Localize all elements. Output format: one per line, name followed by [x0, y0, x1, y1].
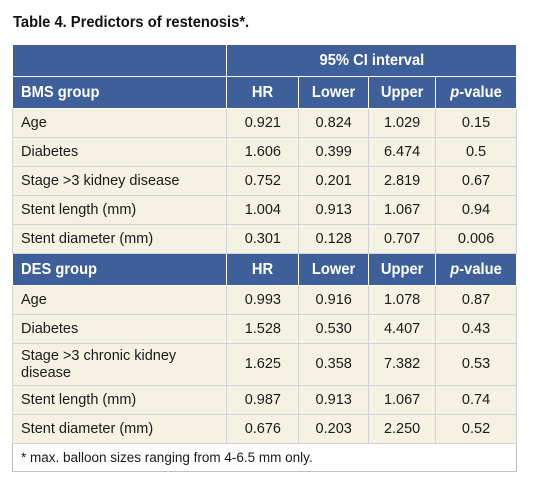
col-header-lower: Lower — [298, 253, 370, 286]
cell-hr: 0.301 — [226, 224, 300, 254]
cell-p: 0.006 — [435, 224, 517, 254]
row-label: Age — [11, 108, 228, 138]
table-row: Stent length (mm) 1.004 0.913 1.067 0.94 — [11, 195, 517, 225]
table-row: Stage >3 chronic kidney disease 1.625 0.35… — [11, 343, 517, 386]
col-header-upper-label: Upper — [380, 260, 424, 278]
cell-p: 0.87 — [435, 285, 517, 315]
cell-lower: 0.201 — [298, 166, 370, 196]
cell-upper: 1.067 — [368, 385, 437, 415]
col-header-p-value-label: p-value — [450, 261, 502, 279]
cell-lower: 0.913 — [298, 385, 370, 415]
col-header-p-value: p-value — [435, 253, 517, 286]
p-italic: p — [450, 260, 460, 278]
footnote-row: * max. balloon sizes ranging from 4-6.5 … — [12, 443, 517, 472]
cell-hr: 1.004 — [226, 195, 300, 225]
col-header-upper-label: Upper — [380, 83, 424, 101]
col-header-p-value: p-value — [435, 76, 517, 109]
col-header-upper: Upper — [368, 253, 437, 286]
cell-lower: 0.358 — [298, 343, 370, 386]
col-header-hr-label: HR — [252, 83, 274, 101]
p-italic: p — [450, 83, 460, 101]
cell-lower: 0.203 — [298, 414, 370, 444]
table-row: Diabetes 1.606 0.399 6.474 0.5 — [11, 137, 517, 167]
cell-lower: 0.913 — [298, 195, 370, 225]
col-header-upper: Upper — [368, 76, 437, 109]
table-row: Diabetes 1.528 0.530 4.407 0.43 — [11, 314, 517, 344]
col-header-hr: HR — [226, 76, 300, 109]
col-header-lower-label: Lower — [311, 83, 356, 101]
col-header-lower: Lower — [298, 76, 370, 109]
table-row: Stent length (mm) 0.987 0.913 1.067 0.74 — [11, 385, 517, 415]
predictors-table: 95% CI interval BMS group HR Lower Upper p-v… — [11, 44, 517, 472]
cell-hr: 0.993 — [226, 285, 300, 315]
cell-upper: 6.474 — [368, 137, 437, 167]
row-label: Stent diameter (mm) — [11, 414, 228, 444]
cell-p: 0.43 — [435, 314, 517, 344]
footnote: * max. balloon sizes ranging from 4-6.5 … — [12, 443, 517, 472]
cell-upper: 1.029 — [368, 108, 437, 138]
group-name: BMS group — [11, 76, 228, 109]
group-name-label: BMS group — [21, 83, 100, 101]
group-name-label: DES group — [21, 260, 98, 278]
blank-header-cell — [11, 44, 228, 77]
ci-header-row: 95% CI interval — [11, 44, 517, 77]
cell-hr: 1.606 — [226, 137, 300, 167]
cell-upper: 4.407 — [368, 314, 437, 344]
cell-p: 0.94 — [435, 195, 517, 225]
cell-upper: 7.382 — [368, 343, 437, 386]
cell-hr: 0.752 — [226, 166, 300, 196]
table-row: Age 0.921 0.824 1.029 0.15 — [11, 108, 517, 138]
cell-p: 0.74 — [435, 385, 517, 415]
row-label: Stage >3 kidney disease — [11, 166, 228, 196]
table-title: Table 4. Predictors of restenosis*. — [13, 14, 250, 31]
cell-hr: 0.676 — [226, 414, 300, 444]
cell-hr: 1.528 — [226, 314, 300, 344]
p-suffix: -value — [459, 83, 502, 101]
table-row: Stent diameter (mm) 0.301 0.128 0.707 0.006 — [11, 224, 517, 254]
cell-p: 0.15 — [435, 108, 517, 138]
cell-lower: 0.916 — [298, 285, 370, 315]
row-label: Stent length (mm) — [11, 195, 228, 225]
cell-lower: 0.530 — [298, 314, 370, 344]
table-row: Stent diameter (mm) 0.676 0.203 2.250 0.52 — [11, 414, 517, 444]
cell-hr: 0.987 — [226, 385, 300, 415]
cell-lower: 0.128 — [298, 224, 370, 254]
cell-upper: 2.250 — [368, 414, 437, 444]
col-header-p-value-label: p-value — [450, 84, 502, 102]
cell-p: 0.67 — [435, 166, 517, 196]
cell-lower: 0.399 — [298, 137, 370, 167]
ci-header-label: 95% CI interval — [319, 51, 425, 69]
cell-hr: 1.625 — [226, 343, 300, 386]
row-label: Stent diameter (mm) — [11, 224, 228, 254]
cell-upper: 1.078 — [368, 285, 437, 315]
row-label: Age — [11, 285, 228, 315]
row-label: Diabetes — [11, 314, 228, 344]
group-name: DES group — [11, 253, 228, 286]
table-row: Stage >3 kidney disease 0.752 0.201 2.819 0.… — [11, 166, 517, 196]
row-label: Stent length (mm) — [11, 385, 228, 415]
col-header-hr: HR — [226, 253, 300, 286]
cell-upper: 2.819 — [368, 166, 437, 196]
cell-p: 0.53 — [435, 343, 517, 386]
cell-hr: 0.921 — [226, 108, 300, 138]
table-row: Age 0.993 0.916 1.078 0.87 — [11, 285, 517, 315]
col-header-lower-label: Lower — [311, 260, 356, 278]
row-label: Diabetes — [11, 137, 228, 167]
cell-p: 0.52 — [435, 414, 517, 444]
p-suffix: -value — [459, 260, 502, 278]
group-header-row: BMS group HR Lower Upper p-value — [11, 76, 517, 109]
ci-header: 95% CI interval — [226, 44, 517, 77]
cell-lower: 0.824 — [298, 108, 370, 138]
row-label: Stage >3 chronic kidney disease — [11, 343, 228, 386]
cell-upper: 0.707 — [368, 224, 437, 254]
cell-p: 0.5 — [435, 137, 517, 167]
group-header-row: DES group HR Lower Upper p-value — [11, 253, 517, 286]
cell-upper: 1.067 — [368, 195, 437, 225]
col-header-hr-label: HR — [252, 260, 274, 278]
